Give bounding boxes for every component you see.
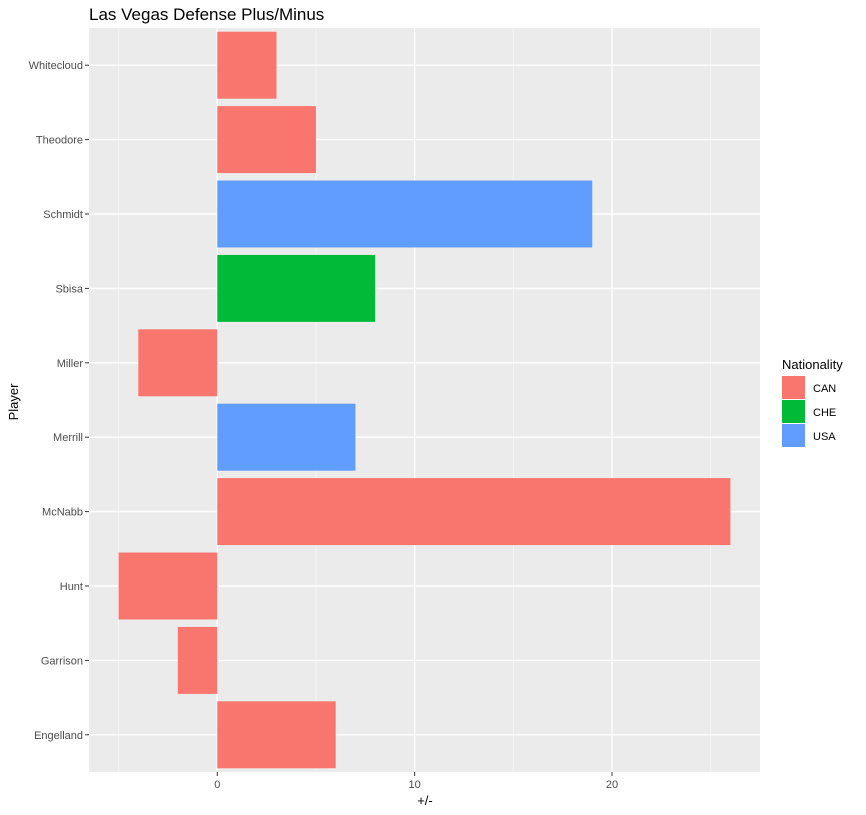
bars xyxy=(118,31,731,769)
bar-garrison xyxy=(177,626,218,694)
bar-merrill xyxy=(217,403,356,471)
y-tick-label: Theodore xyxy=(36,135,83,147)
x-axis-ticks: 0 10 20 xyxy=(214,772,618,791)
bar-schmidt xyxy=(217,180,593,248)
y-axis-ticks: Engelland Garrison Hunt McNabb Merrill Miller… xyxy=(29,60,89,742)
y-tick-label: Garrison xyxy=(41,655,83,667)
legend-label-usa: USA xyxy=(813,431,836,443)
bar-hunt xyxy=(118,552,218,620)
legend: Nationality CAN CHE USA xyxy=(782,357,843,447)
y-tick-label: Hunt xyxy=(60,581,83,593)
chart-title: Las Vegas Defense Plus/Minus xyxy=(89,5,324,24)
legend-swatch-che xyxy=(782,400,805,423)
y-tick-label: Sbisa xyxy=(55,283,83,295)
bar-sbisa xyxy=(217,254,376,322)
x-tick-label: 20 xyxy=(606,779,618,791)
bar-engelland xyxy=(217,701,336,769)
bar-whitecloud xyxy=(217,31,277,99)
legend-swatch-usa xyxy=(782,424,805,447)
legend-label-che: CHE xyxy=(813,407,836,419)
x-tick-label: 0 xyxy=(214,779,220,791)
bar-mcnabb xyxy=(217,478,731,546)
y-tick-label: Miller xyxy=(57,358,84,370)
x-tick-label: 10 xyxy=(409,779,421,791)
y-tick-label: Merrill xyxy=(53,432,83,444)
legend-label-can: CAN xyxy=(813,383,836,395)
y-tick-label: Schmidt xyxy=(43,209,83,221)
y-axis-title: Player xyxy=(6,383,21,421)
y-tick-label: Engelland xyxy=(34,730,83,742)
bar-theodore xyxy=(217,106,316,174)
legend-swatch-can xyxy=(782,376,805,399)
y-tick-label: Whitecloud xyxy=(29,60,83,72)
bar-miller xyxy=(138,329,218,397)
x-axis-title: +/- xyxy=(417,793,433,808)
y-tick-label: McNabb xyxy=(42,507,83,519)
legend-title: Nationality xyxy=(782,357,843,372)
